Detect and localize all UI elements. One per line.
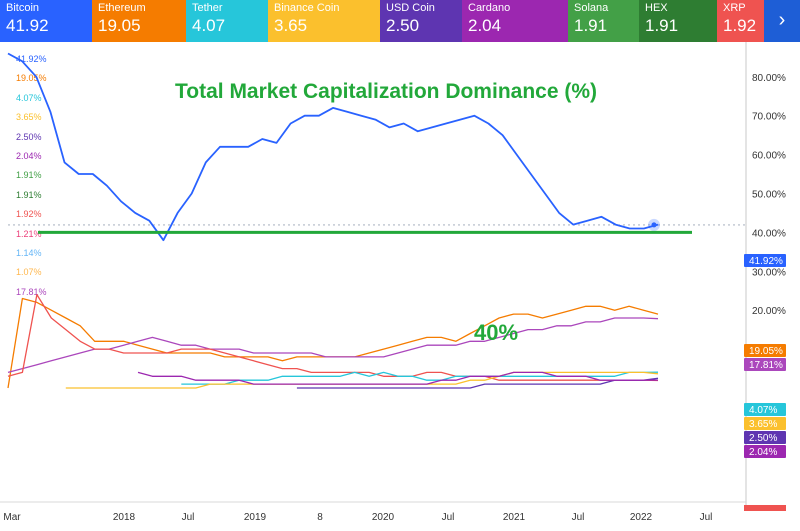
price-tag-label: 41.92% [749, 256, 783, 267]
series-line-usd-coin [296, 377, 659, 389]
price-tag-label: 4.07% [749, 405, 777, 416]
x-tick-label: 2022 [630, 512, 653, 523]
ticker-name: Cardano [468, 2, 511, 14]
dominance-chart: 100.00%90.00%80.00%70.00%60.00%50.00%40.… [0, 42, 786, 523]
price-tag-box [744, 344, 786, 357]
series-line-bitcoin [7, 52, 659, 242]
ticker-bar: Bitcoin 41.92 Ethereum 19.05 Tether 4.07 Binan… [0, 0, 800, 42]
ticker-item-binance-coin[interactable]: Binance Coin 3.65 [268, 0, 380, 42]
legend-value: 2.50% [16, 131, 42, 142]
ticker-value: 19.05 [98, 16, 141, 35]
ticker-value: 2.50 [386, 16, 420, 35]
y-tick-label: 90.00% [752, 42, 786, 45]
chevron-right-icon: › [778, 9, 786, 31]
ticker-next-button[interactable]: › [764, 0, 800, 42]
x-tick-label: Jul [572, 512, 585, 523]
price-tag-box [744, 505, 786, 511]
price-tag-label: 17.81% [749, 360, 783, 371]
x-tick-label: 2020 [372, 512, 395, 523]
chart-title: Total Market Capitalization Dominance (%… [175, 80, 597, 103]
price-tag-box [744, 445, 786, 458]
legend-value: 17.81% [16, 286, 47, 297]
series-line-others [7, 317, 659, 374]
x-tick-label: Jul [700, 512, 713, 523]
legend-value: 1.91% [16, 189, 42, 200]
legend-value: 1.14% [16, 248, 42, 258]
legend-value: 1.07% [16, 267, 42, 278]
ticker-name: Solana [574, 2, 609, 14]
y-tick-label: 20.00% [752, 306, 786, 317]
price-tag-label: 19.05% [749, 346, 783, 357]
y-tick-label: 50.00% [752, 190, 786, 201]
x-tick-label: 2021 [503, 512, 526, 523]
ticker-value: 41.92 [6, 16, 49, 35]
legend-value: 1.92% [16, 209, 42, 220]
x-tick-label: Jul [182, 512, 195, 523]
price-tag-box [744, 358, 786, 371]
legend-value: 1.91% [16, 170, 42, 181]
ticker-item-solana[interactable]: Solana 1.91 [568, 0, 639, 42]
ticker-name: Tether [192, 2, 223, 14]
price-tag-box [744, 403, 786, 416]
series-line-ethereum [7, 297, 659, 389]
series-line-xrp [7, 293, 659, 382]
x-tick-label: 8 [317, 512, 323, 523]
legend-value: 2.04% [16, 151, 42, 161]
ticker-name: Bitcoin [6, 2, 40, 14]
y-tick-label: 40.00% [752, 228, 786, 239]
legend-value: 1.21% [16, 228, 42, 239]
ticker-value: 4.07 [192, 16, 226, 35]
ticker-value: 2.04 [468, 16, 502, 35]
ticker-name: XRP [723, 2, 746, 14]
price-tag-box [744, 254, 786, 267]
price-tag-label: 2.50% [749, 433, 777, 444]
y-tick-label: 70.00% [752, 112, 786, 123]
bitcoin-end-dot [651, 222, 657, 228]
y-tick-label: 60.00% [752, 151, 786, 162]
ticker-value: 1.91 [574, 16, 608, 35]
legend-value: 19.05% [16, 73, 47, 84]
ticker-item-bitcoin[interactable]: Bitcoin 41.92 [0, 0, 92, 42]
ticker-value: 1.91 [645, 16, 679, 35]
x-tick-label: Jul [442, 512, 455, 523]
series-line-cardano [137, 371, 659, 385]
x-tick-label: Mar [3, 512, 21, 523]
price-tag-label: 3.65% [749, 419, 777, 430]
ticker-value: 3.65 [274, 16, 308, 35]
ticker-item-xrp[interactable]: XRP 1.92 [717, 0, 764, 42]
ticker-item-hex[interactable]: HEX 1.91 [639, 0, 717, 42]
ticker-name: Ethereum [98, 2, 146, 14]
x-tick-label: 2018 [113, 512, 136, 523]
price-tag-box [744, 417, 786, 430]
ticker-value: 1.92 [723, 16, 757, 35]
ticker-item-cardano[interactable]: Cardano 2.04 [462, 0, 568, 42]
ticker-name: USD Coin [386, 2, 435, 14]
ticker-item-ethereum[interactable]: Ethereum 19.05 [92, 0, 186, 42]
legend-value: 41.92% [16, 54, 47, 64]
y-tick-label: 30.00% [752, 267, 786, 278]
ticker-item-usd-coin[interactable]: USD Coin 2.50 [380, 0, 462, 42]
ticker-name: Binance Coin [274, 2, 340, 14]
x-tick-label: 2019 [244, 512, 267, 523]
price-tag-box [744, 431, 786, 444]
ticker-name: HEX [645, 2, 668, 14]
price-tag-label: 2.04% [749, 447, 777, 458]
reference-annotation: 40% [474, 320, 518, 345]
legend-value: 3.65% [16, 112, 42, 123]
ticker-item-tether[interactable]: Tether 4.07 [186, 0, 268, 42]
legend-value: 4.07% [16, 92, 42, 103]
y-tick-label: 80.00% [752, 73, 786, 84]
